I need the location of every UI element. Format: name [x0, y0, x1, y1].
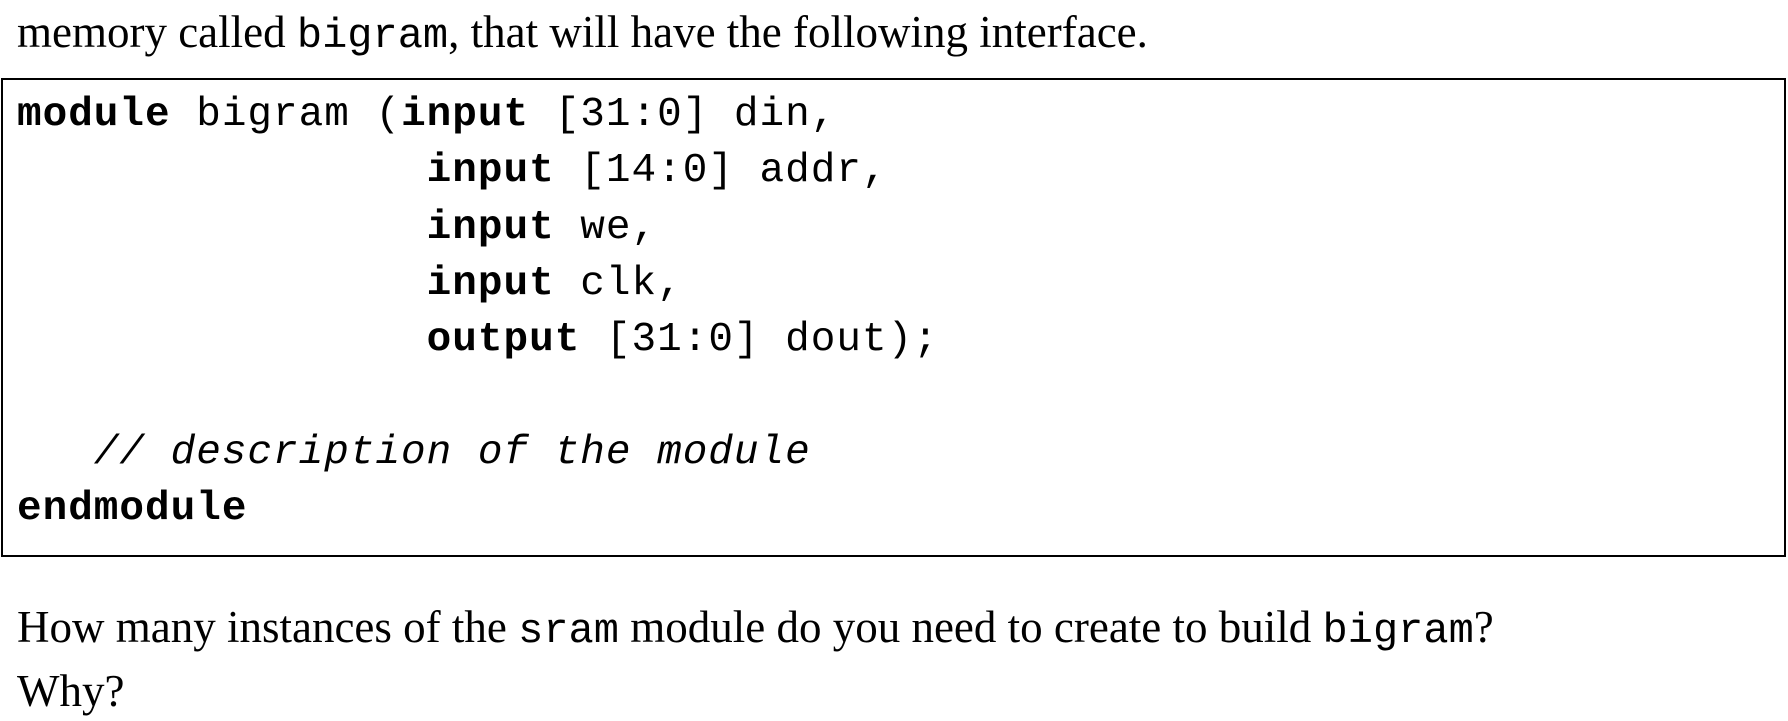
port-clk: clk,	[554, 260, 683, 307]
intro-before: memory called	[17, 7, 297, 57]
port-addr: [14:0] addr,	[554, 148, 888, 195]
indent	[17, 205, 427, 251]
code-line-comment: // description of the module	[17, 425, 939, 481]
keyword-input-addr: input	[426, 148, 555, 195]
code-line-5: output [31:0] dout);	[17, 312, 939, 368]
indent	[17, 261, 427, 307]
indent	[17, 148, 427, 194]
question-part-c: ?	[1473, 602, 1494, 652]
code-line-2: input [14:0] addr,	[17, 143, 939, 199]
intro-text: memory called bigram, that will have the…	[17, 2, 1148, 66]
question-why: Why?	[17, 666, 125, 716]
port-dout: [31:0] dout);	[580, 317, 939, 364]
code-comment: // description of the module	[93, 429, 811, 476]
code-line-end: endmodule	[17, 481, 939, 537]
keyword-input-we: input	[426, 204, 555, 251]
keyword-input-clk: input	[426, 260, 555, 307]
question-part-a: How many instances of the	[17, 602, 519, 652]
port-we: we,	[554, 204, 658, 251]
question-text: How many instances of the sram module do…	[17, 597, 1494, 721]
question-bigram: bigram	[1322, 607, 1474, 655]
keyword-output-dout: output	[426, 317, 581, 364]
code-line-1: module bigram (input [31:0] din,	[17, 87, 939, 143]
question-sram: sram	[518, 607, 619, 655]
module-name: bigram (	[170, 92, 402, 138]
code-block: module bigram (input [31:0] din, input […	[1, 78, 1786, 557]
keyword-module: module	[17, 92, 171, 138]
verilog-code: module bigram (input [31:0] din, input […	[17, 87, 939, 537]
code-line-blank	[17, 368, 939, 424]
code-line-3: input we,	[17, 200, 939, 256]
keyword-input-din: input	[401, 92, 530, 138]
comment-indent	[17, 430, 94, 476]
keyword-endmodule: endmodule	[17, 486, 248, 533]
intro-module-name: bigram	[296, 12, 449, 60]
port-din: [31:0] din,	[529, 92, 837, 138]
question-part-b: module do you need to create to build	[618, 602, 1323, 652]
indent	[17, 317, 427, 363]
code-line-4: input clk,	[17, 256, 939, 312]
intro-after: , that will have the following interface…	[448, 7, 1148, 57]
